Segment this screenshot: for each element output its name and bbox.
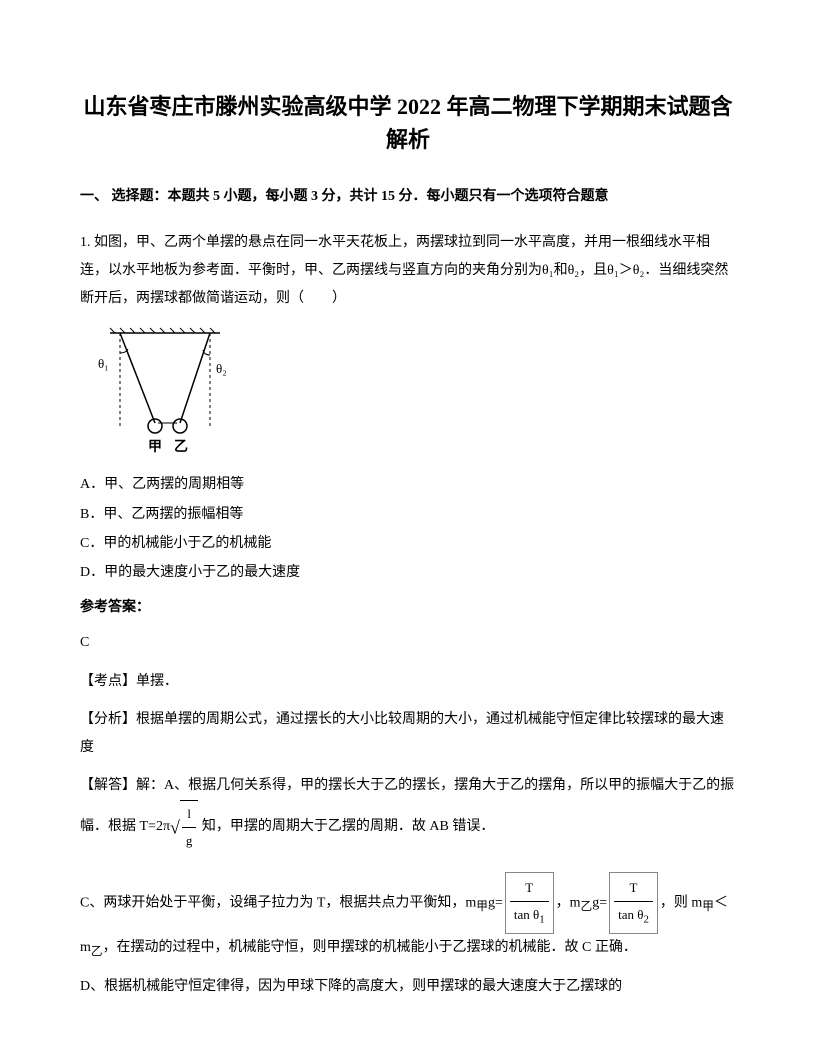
c-part7: ，在摆动的过程中，机械能守恒，则甲摆球的机械能小于乙摆球的机械能．故 C 正确． bbox=[103, 940, 637, 955]
jieda-d: D、根据机械能守恒定律得，因为甲球下降的高度大，则甲摆球的最大速度大于乙摆球的 bbox=[80, 973, 736, 1001]
c-part3: ，m bbox=[556, 895, 581, 910]
theta2-label: θ₂ bbox=[216, 361, 227, 376]
yi-label: 乙 bbox=[174, 439, 188, 453]
option-d: D．甲的最大速度小于乙的最大速度 bbox=[80, 560, 736, 585]
sub-jia-1: 甲 bbox=[476, 900, 488, 913]
page-title: 山东省枣庄市滕州实验高级中学 2022 年高二物理下学期期末试题含解析 bbox=[80, 90, 736, 156]
kaodian: 【考点】单摆． bbox=[80, 668, 736, 696]
theta1-label: θ₁ bbox=[98, 356, 109, 371]
jia-label: 甲 bbox=[148, 439, 162, 453]
answer-label: 参考答案： bbox=[80, 595, 736, 620]
option-b: B．甲、乙两摆的振幅相等 bbox=[80, 502, 736, 527]
tan-den2: tan θ2 bbox=[614, 902, 653, 931]
question-number: 1. bbox=[80, 235, 91, 250]
sub-yi-2: 乙 bbox=[91, 945, 103, 958]
frac-t-tan2: Ttan θ2 bbox=[609, 872, 658, 934]
question-body: 如图，甲、乙两个单摆的悬点在同一水平天花板上，两摆球拉到同一水平高度，并用一根细… bbox=[80, 235, 728, 306]
sub-yi-1: 乙 bbox=[581, 900, 593, 913]
c-part2: g= bbox=[488, 895, 503, 910]
option-c: C．甲的机械能小于乙的机械能 bbox=[80, 531, 736, 556]
jieda-label: 【解答】 bbox=[80, 778, 136, 793]
answer-value: C bbox=[80, 630, 736, 655]
frac-t-tan1: Ttan θ1 bbox=[505, 872, 554, 934]
option-a: A．甲、乙两摆的周期相等 bbox=[80, 472, 736, 497]
jieda-suffix: 知，甲摆的周期大于乙摆的周期．故 AB 错误． bbox=[198, 819, 494, 834]
fenxi-text: 根据单摆的周期公式，通过摆长的大小比较周期的大小，通过机械能守恒定律比较摆球的最… bbox=[80, 712, 724, 755]
tan-den1: tan θ1 bbox=[510, 902, 549, 931]
t-num2: T bbox=[614, 875, 653, 902]
question-text: 1. 如图，甲、乙两个单摆的悬点在同一水平天花板上，两摆球拉到同一水平高度，并用… bbox=[80, 229, 736, 313]
jieda-a: 【解答】解：A、根据几何关系得，甲的摆长大于乙的摆长，摆角大于乙的摆角，所以甲的… bbox=[80, 772, 736, 854]
sub-jia-2: 甲 bbox=[702, 900, 714, 913]
kaodian-text: 单摆． bbox=[136, 674, 178, 689]
section-header: 一、 选择题：本题共 5 小题，每小题 3 分，共计 15 分．每小题只有一个选… bbox=[80, 184, 736, 209]
fenxi-label: 【分析】 bbox=[80, 712, 136, 727]
frac-den: g bbox=[182, 828, 197, 854]
fenxi: 【分析】根据单摆的周期公式，通过摆长的大小比较周期的大小，通过机械能守恒定律比较… bbox=[80, 706, 736, 762]
jieda-c: C、两球开始处于平衡，设绳子拉力为 T，根据共点力平衡知，m甲g=Ttan θ1… bbox=[80, 872, 736, 963]
c-part5: ，则 m bbox=[660, 895, 702, 910]
period-formula: √lg bbox=[170, 800, 198, 854]
frac-num: l bbox=[182, 801, 197, 828]
c-part4: g= bbox=[592, 895, 607, 910]
kaodian-label: 【考点】 bbox=[80, 674, 136, 689]
t-num1: T bbox=[510, 875, 549, 902]
pendulum-diagram: θ₁ θ₂ 甲 乙 bbox=[90, 323, 736, 462]
c-part1: C、两球开始处于平衡，设绳子拉力为 T，根据共点力平衡知，m bbox=[80, 895, 476, 910]
